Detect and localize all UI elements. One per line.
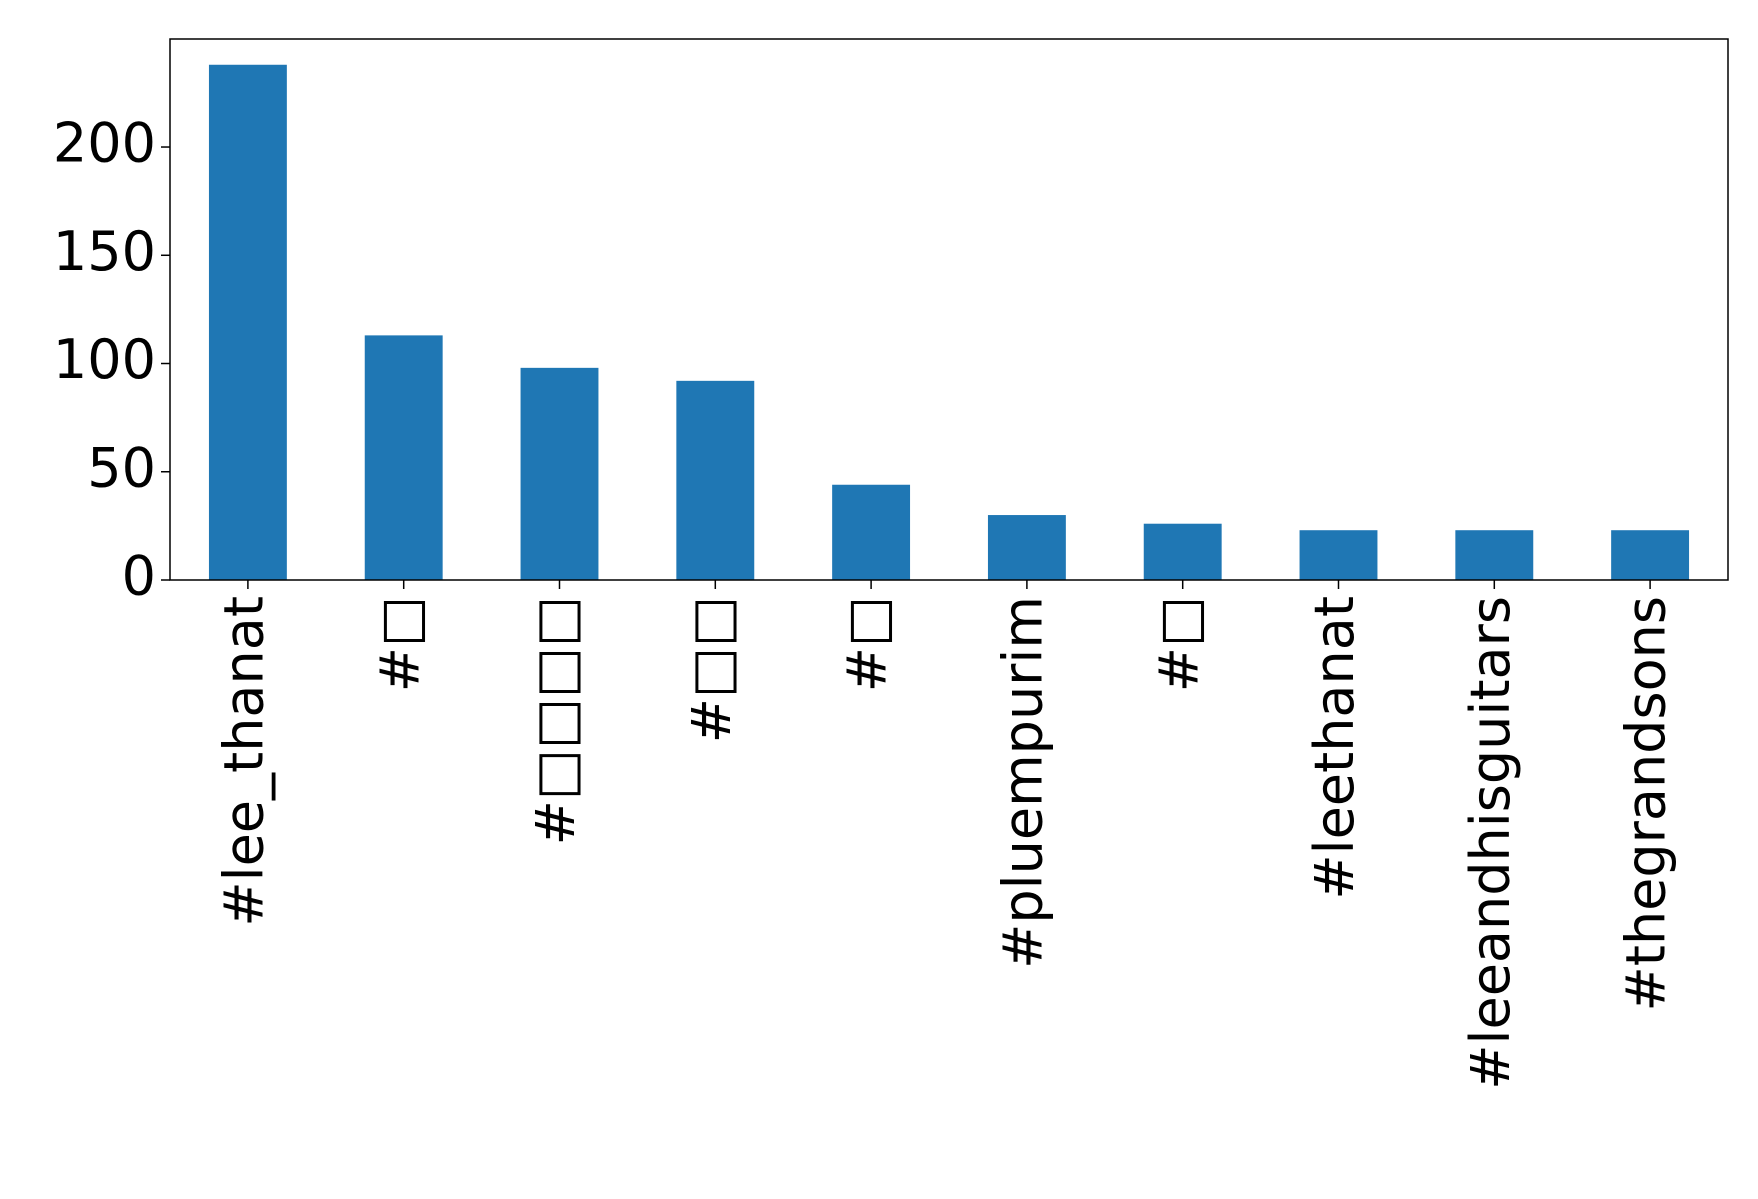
y-tick-label: 150 <box>53 220 156 283</box>
bar <box>1611 530 1690 580</box>
x-tick-label: #□ <box>836 596 899 692</box>
x-tick-label: #leethanat <box>1303 596 1366 900</box>
bar <box>832 484 911 580</box>
bar <box>1299 530 1378 580</box>
plot-frame <box>169 38 1729 581</box>
x-tick-label: #thegrandsons <box>1615 596 1678 1011</box>
bar <box>1143 523 1222 580</box>
x-tick-label: #□□□□ <box>524 596 587 845</box>
bar <box>1455 530 1534 580</box>
y-tick-label: 0 <box>122 545 156 608</box>
bar <box>987 515 1066 580</box>
bar <box>676 380 755 580</box>
x-tick-label: #□□ <box>680 596 743 743</box>
bar <box>520 367 599 580</box>
bar <box>364 335 443 580</box>
x-tick-label: #lee_thanat <box>213 596 276 927</box>
x-tick-label: #□ <box>368 596 431 692</box>
x-tick-label: #leeandhisguitars <box>1459 596 1522 1090</box>
x-tick-label: #□ <box>1147 596 1210 692</box>
y-tick-label: 50 <box>87 436 156 499</box>
x-tick-label: #pluempurim <box>992 596 1055 969</box>
y-tick-label: 200 <box>53 112 156 175</box>
y-tick-label: 100 <box>53 328 156 391</box>
bar <box>208 64 287 580</box>
